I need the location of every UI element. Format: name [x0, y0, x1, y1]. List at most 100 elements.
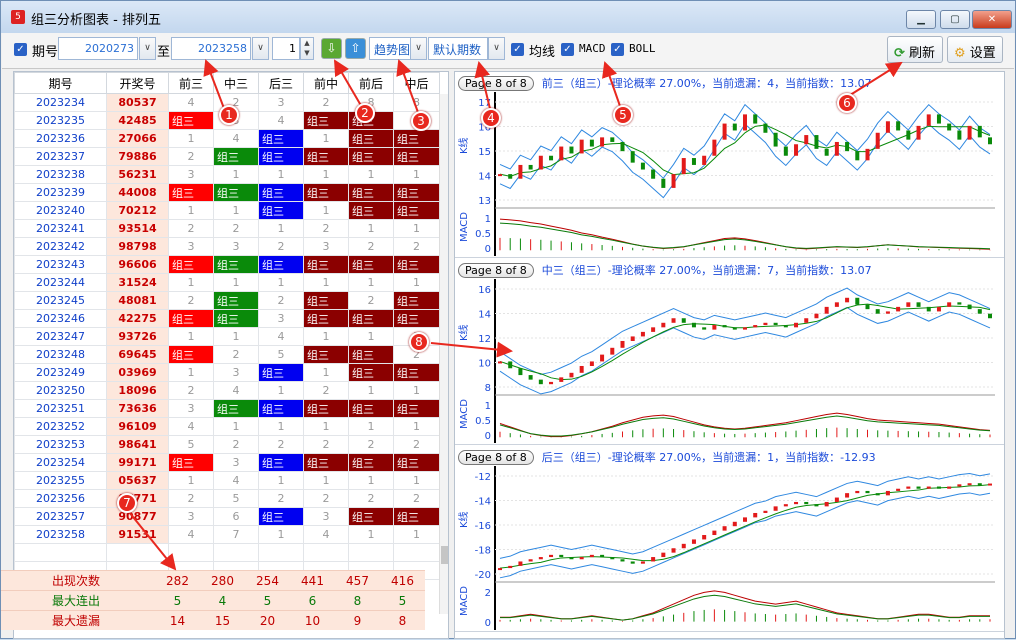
period-mode-select[interactable]: 默认期数	[428, 37, 488, 60]
table-row[interactable]: 2023255 05637 1 4 1 1 1 1	[14, 471, 440, 490]
column-header[interactable]: 中后	[393, 72, 440, 94]
table-row[interactable]: 2023258 91531 4 7 1 4 1 1	[14, 525, 440, 544]
table-row[interactable]: 2023249 03969 1 3 组三 1 组三 组三	[14, 363, 440, 382]
column-header[interactable]: 前中	[303, 72, 349, 94]
candle-bar	[589, 554, 594, 558]
status-cell: 2	[213, 219, 259, 238]
table-row[interactable]: 2023245 48081 2 组三 2 组三 2 组三	[14, 291, 440, 310]
status-cell: 1	[303, 417, 349, 436]
stats-value: 5	[173, 594, 182, 608]
table-row[interactable]: 2023243 96606 组三 组三 组三 组三 组三 组三	[14, 255, 440, 274]
table-row[interactable]: 2023238 56231 3 1 1 1 1 1	[14, 165, 440, 184]
period-mode-dropdown[interactable]: ∨	[488, 37, 505, 60]
period-cell: 2023253	[14, 435, 107, 454]
minimize-button[interactable]: ▁	[906, 10, 936, 29]
avg-line-checkbox[interactable]: ✓	[511, 43, 524, 56]
candle-bar	[753, 114, 758, 124]
status-cell: 组三	[348, 345, 394, 364]
candle-bar	[794, 144, 799, 156]
status-cell: 3	[168, 507, 214, 526]
candle-bar	[977, 483, 982, 486]
table-row[interactable]: 2023246 42275 组三 组三 3 组三 组三 组三	[14, 309, 440, 328]
chart-type-dropdown[interactable]: ∨	[410, 37, 427, 60]
number-cell: 69645	[106, 345, 169, 364]
status-cell: 2	[393, 489, 440, 508]
macd-checkbox[interactable]: ✓	[561, 43, 574, 56]
table-row[interactable]: 2023250 18096 2 4 1 2 1 1	[14, 381, 440, 400]
column-header[interactable]: 前后	[348, 72, 394, 94]
candle-bar	[916, 302, 921, 307]
period-checkbox[interactable]: ✓	[14, 43, 27, 56]
table-row[interactable]: 2023254 99171 组三 3 组三 组三 组三 组三	[14, 453, 440, 472]
table-row[interactable]: 202324793726114111	[14, 327, 440, 346]
table-row[interactable]: 2023237 79886 2 组三 组三 组三 组三 组三	[14, 147, 440, 166]
column-header[interactable]: 中三	[213, 72, 259, 94]
status-cell: 1	[258, 273, 304, 292]
chart-title-text: 前三（组三）-理论概率 27.00%，当前遗漏：4，当前指数：	[541, 77, 841, 90]
status-cell: 1	[168, 129, 214, 148]
status-cell: 1	[348, 381, 394, 400]
scrollbar-thumb[interactable]	[441, 546, 448, 564]
step-input[interactable]: 1	[272, 37, 300, 60]
status-cell: 1	[258, 525, 304, 544]
candle-bar	[722, 123, 727, 140]
table-row[interactable]: 2023239 44008 组三 组三 组三 组三 组三 组三	[14, 183, 440, 202]
table-row[interactable]: 2023257 90877 3 6 组三 3 组三 组三	[14, 507, 440, 526]
upload-icon[interactable]: ⇧	[345, 38, 366, 59]
number-cell: 90877	[106, 507, 169, 526]
download-icon[interactable]: ⇩	[321, 38, 342, 59]
status-cell: 组三	[393, 129, 440, 148]
table-row[interactable]: 2023234 80537 4 2 3 2 8 8	[14, 93, 440, 112]
column-header[interactable]: 前三	[168, 72, 214, 94]
table-row[interactable]: 2023256 87771 2 5 2 2 2 2	[14, 489, 440, 508]
maximize-button[interactable]: ▢	[940, 10, 970, 29]
table-row[interactable]: 2023252 96109 4 1 1 1 1 1	[14, 417, 440, 436]
candle-bar	[763, 123, 768, 133]
macd-tick-label: 0.5	[475, 229, 491, 240]
candle-bar	[661, 322, 666, 328]
period-to-input[interactable]: 2023258	[171, 37, 251, 60]
page-nav[interactable]: Page 8 of 8	[458, 450, 534, 465]
column-header[interactable]: 期号	[14, 72, 107, 94]
status-cell: 组三	[348, 147, 394, 166]
callout-8: 8	[409, 332, 429, 352]
candle-bar	[620, 141, 625, 152]
period-cell: 2023236	[14, 129, 107, 148]
table-row[interactable]: 2023251 73636 3 组三 组三 组三 组三 组三	[14, 399, 440, 418]
step-spinner[interactable]: ▲ ▼	[300, 37, 314, 60]
status-cell: 6	[213, 507, 259, 526]
table-row[interactable]: 2023244 31524 1 1 1 1 1 1	[14, 273, 440, 292]
macd-axis-label: MACD	[459, 212, 470, 242]
period-to-dropdown[interactable]: ∨	[252, 37, 269, 60]
status-cell: 2	[213, 435, 259, 454]
table-row[interactable]: 2023248 69645 组三 2 5 组三 组三 2	[14, 345, 440, 364]
close-button[interactable]: ✕	[972, 10, 1012, 29]
refresh-button[interactable]: ⟳ 刷新	[887, 36, 943, 63]
column-header[interactable]: 后三	[258, 72, 304, 94]
candle-bar	[600, 554, 605, 558]
empty-cell	[106, 543, 169, 562]
boll-lower-line	[499, 306, 991, 395]
table-row[interactable]: 2023241 93514 2 2 1 2 1 1	[14, 219, 440, 238]
table-scrollbar[interactable]	[439, 94, 448, 614]
candle-bar	[691, 539, 696, 544]
table-row[interactable]: 2023240 70212 1 1 组三 1 组三 组三	[14, 201, 440, 220]
page-nav[interactable]: Page 8 of 8	[458, 76, 534, 91]
column-header[interactable]: 开奖号	[106, 72, 169, 94]
boll-checkbox[interactable]: ✓	[611, 43, 624, 56]
page-nav[interactable]: Page 8 of 8	[458, 263, 534, 278]
candle-bar	[763, 510, 768, 513]
table-row[interactable]: 2023253 98641 5 2 2 2 2 2	[14, 435, 440, 454]
macd-line	[499, 412, 991, 438]
status-cell: 2	[303, 219, 349, 238]
status-cell: 2	[348, 435, 394, 454]
table-row[interactable]: 2023236 27066 1 4 组三 1 组三 组三	[14, 129, 440, 148]
status-cell: 3	[213, 363, 259, 382]
settings-button[interactable]: ⚙ 设置	[947, 36, 1003, 63]
chart-type-select[interactable]: 趋势图	[369, 37, 411, 60]
table-row[interactable]: 2023242 98798 3 3 2 3 2 2	[14, 237, 440, 256]
period-from-dropdown[interactable]: ∨	[139, 37, 156, 60]
chart-index-value: 13.07	[840, 264, 872, 277]
period-from-input[interactable]: 2020273	[58, 37, 138, 60]
toolbar: ✓ 期号 2020273 ∨ 至 2023258 ∨ 1 ▲ ▼ ⇩ ⇧ 趋势图 …	[2, 33, 1014, 69]
